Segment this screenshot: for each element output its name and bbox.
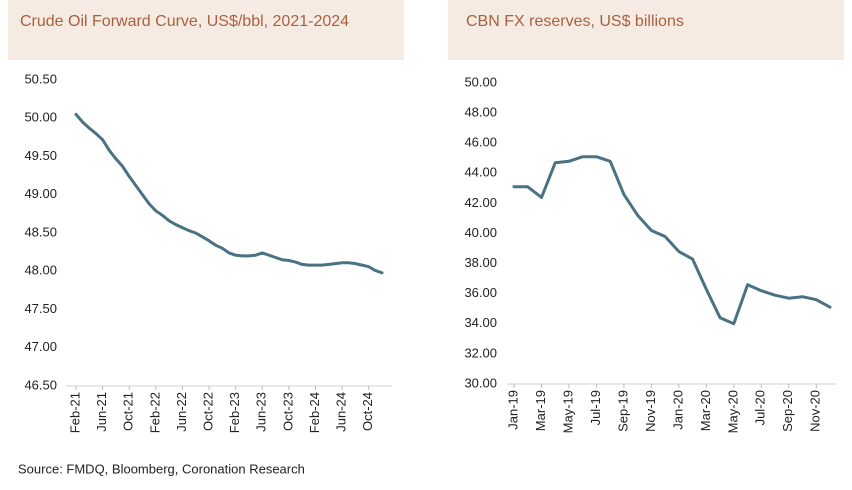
x-tick-label: Feb-21 <box>67 392 82 433</box>
x-tick-label: Jul-19 <box>588 390 603 425</box>
x-tick-label: Jul-20 <box>753 390 768 425</box>
x-tick-label: Jan-19 <box>505 390 520 430</box>
x-tick-label: Oct-24 <box>360 392 375 431</box>
y-tick-label: 49.50 <box>24 148 57 163</box>
x-tick-label: Mar-19 <box>533 390 548 431</box>
y-tick-label: 34.00 <box>464 315 497 330</box>
x-tick-label: Jun-23 <box>254 392 269 432</box>
y-tick-label: 47.50 <box>24 301 57 316</box>
y-tick-label: 48.00 <box>24 263 57 278</box>
y-tick-label: 32.00 <box>464 345 497 360</box>
y-tick-label: 46.00 <box>464 135 497 150</box>
y-tick-label: 49.00 <box>24 186 57 201</box>
y-tick-label: 44.00 <box>464 165 497 180</box>
x-tick-label: Oct-22 <box>200 392 215 431</box>
line-series <box>74 112 384 275</box>
y-tick-label: 48.00 <box>464 105 497 120</box>
x-tick-label: Nov-19 <box>643 390 658 432</box>
y-tick-label: 38.00 <box>464 255 497 270</box>
y-tick-label: 46.50 <box>24 377 57 392</box>
chart-title: Crude Oil Forward Curve, US$/bbl, 2021-2… <box>20 13 349 30</box>
title-box <box>448 0 844 60</box>
y-tick-label: 42.00 <box>464 195 497 210</box>
x-tick-label: Jun-24 <box>334 392 349 432</box>
x-tick-label: Nov-20 <box>808 390 823 432</box>
x-tick-label: Feb-24 <box>307 392 322 433</box>
x-tick-label: Jan-20 <box>670 390 685 430</box>
line-series <box>512 155 832 326</box>
x-tick-label: Oct-23 <box>280 392 295 431</box>
x-tick-label: Sep-19 <box>615 390 630 432</box>
y-tick-label: 48.50 <box>24 224 57 239</box>
x-tick-label: Jun-21 <box>94 392 109 432</box>
x-tick-label: Oct-21 <box>121 392 136 431</box>
x-tick-label: Mar-20 <box>698 390 713 431</box>
x-tick-label: Jun-22 <box>174 392 189 432</box>
x-tick-label: May-20 <box>725 390 740 433</box>
y-tick-label: 50.00 <box>464 74 497 89</box>
y-tick-label: 30.00 <box>464 375 497 390</box>
x-tick-label: Feb-22 <box>147 392 162 433</box>
y-tick-label: 50.50 <box>24 71 57 86</box>
source: Source: FMDQ, Bloomberg, Coronation Rese… <box>18 461 305 476</box>
x-tick-label: Sep-20 <box>780 390 795 432</box>
y-tick-label: 50.00 <box>24 110 57 125</box>
x-tick-label: Feb-23 <box>227 392 242 433</box>
y-tick-label: 47.00 <box>24 339 57 354</box>
chart-title: CBN FX reserves, US$ billions <box>466 13 684 30</box>
x-tick-label: May-19 <box>560 390 575 433</box>
y-tick-label: 36.00 <box>464 285 497 300</box>
title-box <box>8 0 404 60</box>
y-tick-label: 40.00 <box>464 225 497 240</box>
